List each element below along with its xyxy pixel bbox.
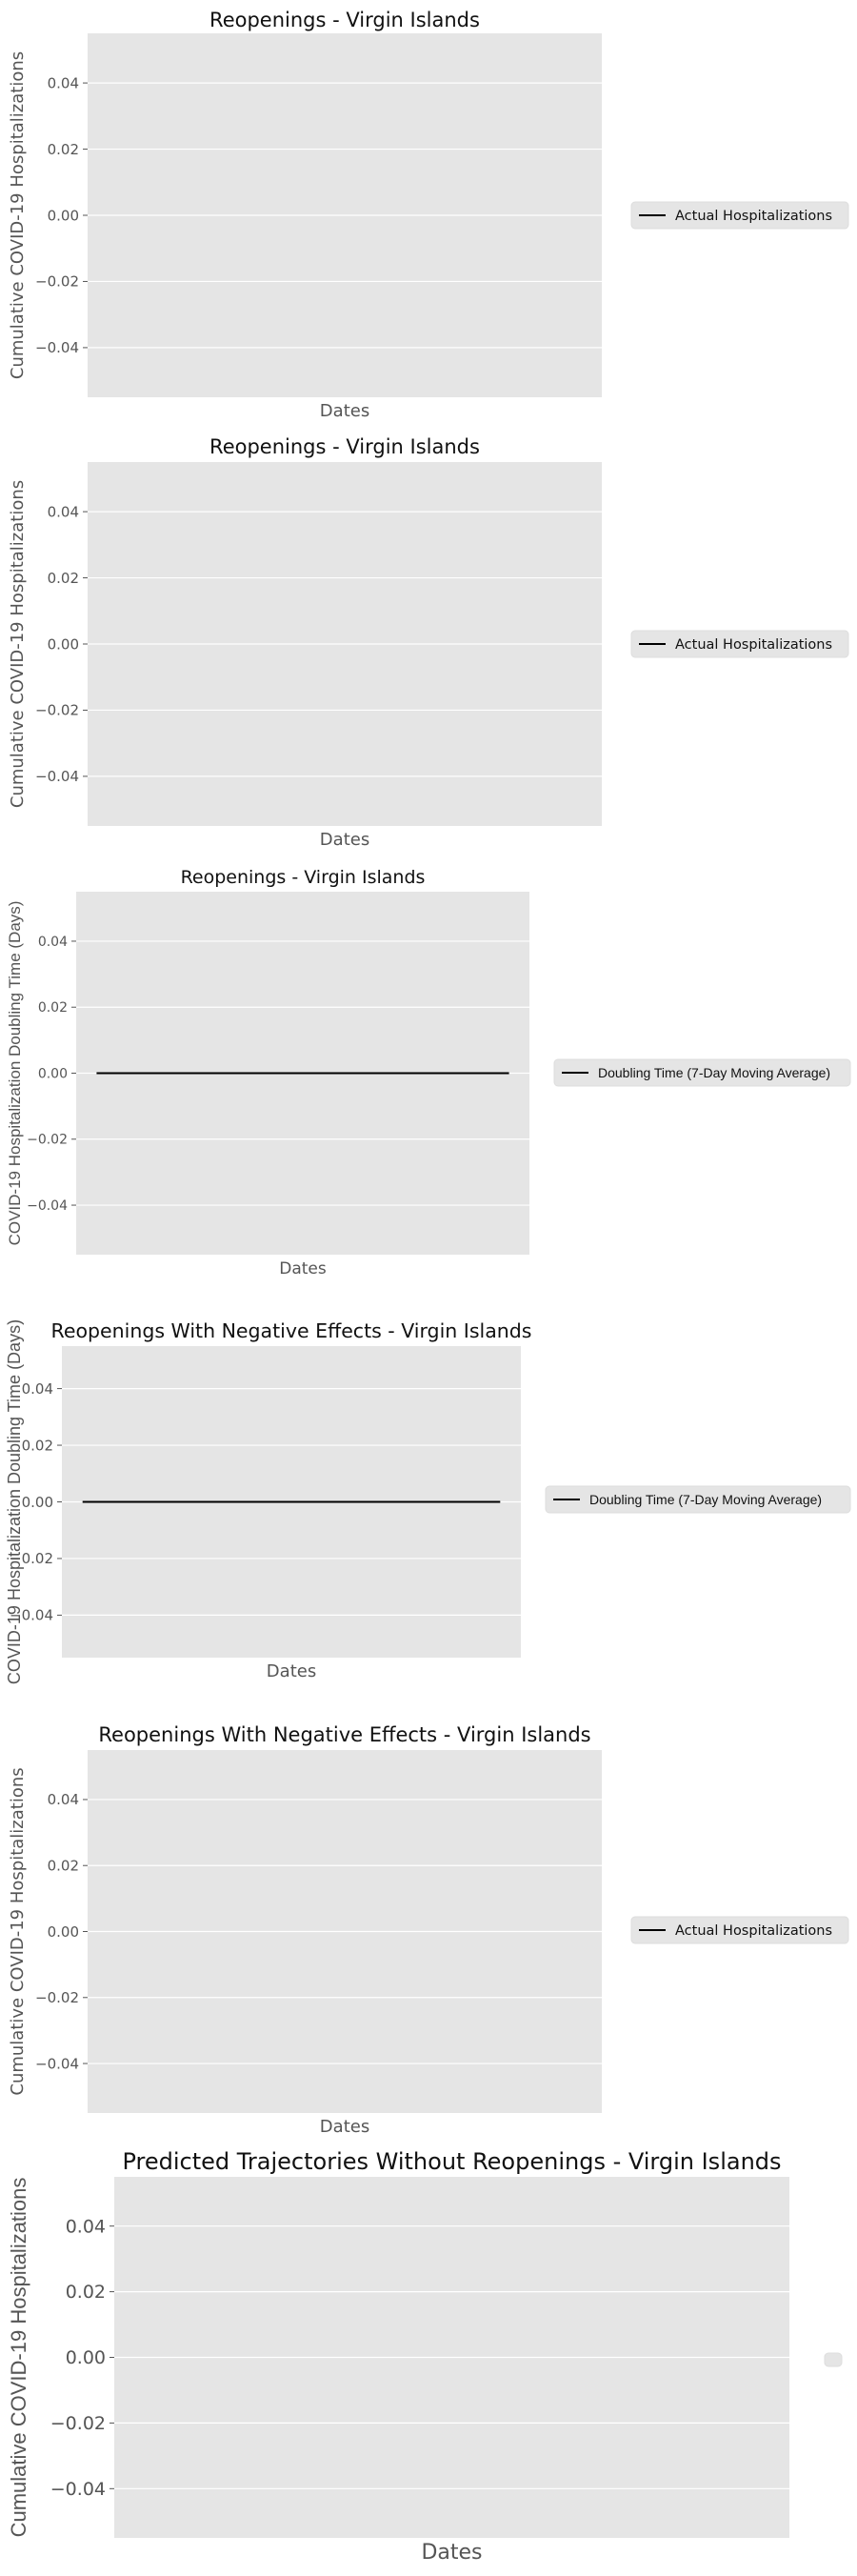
chart-5: 0.04 0.02 0.00 −0.02 −0.04 Reopenings With Ne… — [8, 1723, 849, 2137]
legend-label: Doubling Time (7-Day Moving Average) — [598, 1065, 830, 1080]
y-tick-label: 0.02 — [48, 570, 79, 587]
y-tick-label: 0.02 — [22, 1437, 53, 1454]
y-tick-label: 0.04 — [38, 935, 68, 950]
legend: Doubling Time (7-Day Moving Average) — [553, 1058, 851, 1087]
y-tick-label: 0.02 — [48, 1857, 79, 1874]
legend-box — [553, 1058, 851, 1087]
legend-box — [545, 1485, 851, 1514]
chart-title: Reopenings With Negative Effects - Virgi… — [98, 1723, 590, 1746]
legend-box — [630, 201, 849, 230]
chart-6: 0.04 0.02 0.00 −0.02 −0.04 Predicted Trajecto… — [7, 2148, 843, 2565]
y-tick-label: 0.04 — [66, 2216, 106, 2237]
legend-box — [630, 630, 849, 658]
legend: Actual Hospitalizations — [630, 1916, 849, 1944]
chart-4: 0.04 0.02 0.00 −0.02 −0.04 Reopenings With Ne… — [5, 1319, 851, 1684]
y-tick-label: 0.00 — [38, 1066, 68, 1081]
x-axis-label: Dates — [267, 1661, 316, 1681]
y-tick-label: −0.02 — [35, 273, 79, 291]
y-tick-label: 0.04 — [48, 74, 79, 91]
y-tick-label: 0.00 — [48, 635, 79, 653]
y-axis-label: COVID-19 Hospitalization Doubling Time (… — [5, 1319, 24, 1684]
x-axis-label: Dates — [320, 401, 369, 421]
x-axis-label: Dates — [279, 1259, 327, 1278]
chart-title: Reopenings - Virgin Islands — [181, 867, 426, 888]
y-tick-label: 0.02 — [66, 2282, 106, 2303]
y-tick-label: −0.04 — [35, 768, 79, 785]
y-axis-label: Cumulative COVID-19 Hospitalizations — [8, 480, 28, 808]
legend-box — [630, 1916, 849, 1944]
y-tick-label: −0.04 — [35, 2055, 79, 2072]
legend-label: Actual Hospitalizations — [675, 637, 832, 653]
chart-1: 0.04 0.02 0.00 −0.02 −0.04 Reopenings - Virgi… — [8, 9, 849, 421]
legend-label: Actual Hospitalizations — [675, 1923, 832, 1939]
chart-title: Reopenings - Virgin Islands — [209, 9, 480, 31]
legend: Actual Hospitalizations — [630, 201, 849, 230]
y-tick-label: −0.02 — [35, 1989, 79, 2006]
chart-2: 0.04 0.02 0.00 −0.02 −0.04 Reopenings - Virgi… — [8, 435, 849, 850]
legend: Actual Hospitalizations — [630, 630, 849, 658]
y-axis-label: Cumulative COVID-19 Hospitalizations — [7, 2178, 30, 2538]
x-axis-label: Dates — [421, 2541, 482, 2565]
y-tick-label: 0.02 — [48, 141, 79, 158]
y-tick-label: −0.04 — [10, 1607, 53, 1624]
y-tick-label: 0.00 — [22, 1494, 53, 1511]
y-tick-label: −0.02 — [27, 1133, 68, 1148]
y-tick-label: −0.04 — [50, 2479, 106, 2500]
x-axis-label: Dates — [320, 2117, 369, 2137]
y-tick-label: −0.04 — [35, 339, 79, 356]
y-tick-label: 0.02 — [38, 1000, 68, 1016]
y-tick-label: −0.02 — [10, 1550, 53, 1567]
y-tick-label: 0.00 — [48, 207, 79, 224]
y-tick-label: −0.04 — [27, 1198, 68, 1214]
legend — [824, 2352, 843, 2367]
y-tick-label: 0.04 — [48, 1791, 79, 1808]
y-axis-label: Cumulative COVID-19 Hospitalizations — [8, 1767, 28, 2095]
x-axis-label: Dates — [320, 830, 369, 850]
legend-label: Doubling Time (7-Day Moving Average) — [589, 1492, 822, 1507]
legend-label: Actual Hospitalizations — [675, 209, 832, 224]
chart-title: Reopenings With Negative Effects - Virgi… — [51, 1319, 532, 1342]
y-tick-label: −0.02 — [50, 2413, 106, 2434]
chart-title: Predicted Trajectories Without Reopening… — [122, 2148, 781, 2175]
y-tick-label: 0.04 — [22, 1380, 53, 1398]
chart-3: 0.04 0.02 0.00 −0.02 −0.04 Reopenings - Virgi… — [6, 867, 851, 1278]
y-axis-label: Cumulative COVID-19 Hospitalizations — [8, 51, 28, 379]
y-tick-label: −0.02 — [35, 702, 79, 719]
chart-title: Reopenings - Virgin Islands — [209, 435, 480, 458]
y-axis-label: COVID-19 Hospitalization Doubling Time (… — [6, 901, 24, 1246]
legend: Doubling Time (7-Day Moving Average) — [545, 1485, 851, 1514]
y-tick-label: 0.00 — [48, 1923, 79, 1941]
y-tick-label: 0.04 — [48, 503, 79, 520]
y-tick-label: 0.00 — [66, 2347, 106, 2368]
legend-box — [824, 2352, 843, 2367]
